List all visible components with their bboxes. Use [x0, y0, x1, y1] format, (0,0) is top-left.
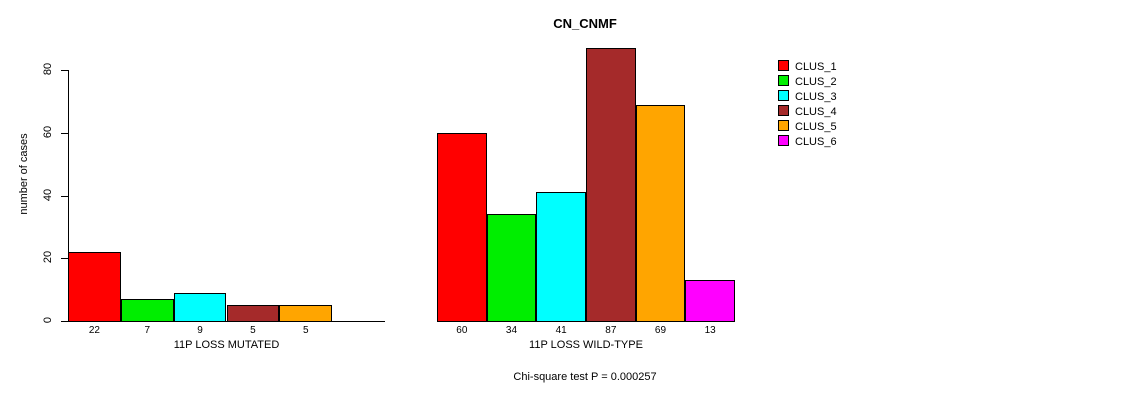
y-axis-tick [61, 195, 68, 197]
bar [486, 214, 537, 322]
bar [536, 192, 586, 322]
legend-color-swatch [778, 120, 789, 131]
y-axis-tick [61, 70, 68, 71]
legend-item: CLUS_5 [778, 118, 837, 133]
bar [635, 104, 686, 322]
legend-item-label: CLUS_1 [795, 61, 837, 73]
bar-count-label: 60 [456, 325, 468, 336]
legend-item: CLUS_1 [778, 58, 837, 73]
bar-count-label: 34 [505, 325, 518, 336]
bar [226, 305, 280, 322]
bar-count-label: 22 [88, 325, 100, 336]
bar-count-label: 9 [197, 325, 203, 336]
bar [586, 48, 636, 322]
legend-color-swatch [778, 105, 789, 116]
legend-item: CLUS_4 [778, 103, 837, 118]
chi-square-annotation: Chi-square test P = 0.000257 [513, 371, 657, 383]
bar [68, 251, 121, 322]
legend-item-label: CLUS_5 [795, 121, 837, 133]
y-axis-tick-label: 80 [42, 62, 54, 76]
y-axis-tick [61, 321, 68, 322]
y-axis-tick [61, 132, 68, 134]
panel-axis-label: 11P LOSS WILD-TYPE [529, 339, 643, 351]
bar [685, 280, 735, 322]
bar-count-label: 69 [654, 325, 667, 336]
chart-title: CN_CNMF [553, 16, 617, 31]
legend-item-label: CLUS_6 [795, 136, 837, 148]
y-axis-title: number of cases [18, 133, 30, 215]
legend-color-swatch [778, 75, 789, 86]
y-axis-tick-label: 20 [42, 251, 54, 264]
legend-color-swatch [778, 60, 789, 71]
legend-item-label: CLUS_3 [795, 91, 837, 103]
bar [120, 299, 174, 322]
bar [437, 132, 487, 322]
legend-color-swatch [778, 90, 789, 101]
y-axis-tick-label: 60 [42, 125, 54, 138]
legend-item-label: CLUS_2 [795, 76, 837, 88]
legend-item: CLUS_6 [778, 133, 837, 148]
y-axis-tick-label: 40 [42, 188, 54, 201]
y-axis-tick-label: 0 [42, 316, 54, 324]
bar-count-label: 5 [302, 325, 309, 336]
bar [279, 305, 333, 322]
legend-item: CLUS_3 [778, 88, 837, 103]
bar-count-label: 87 [605, 325, 617, 336]
chart-legend: CLUS_1 CLUS_2 CLUS_3 CLUS_4 CLUS_5 CLUS_6 [778, 58, 837, 148]
bar-count-label: 7 [144, 325, 151, 336]
legend-color-swatch [778, 135, 789, 146]
y-axis-line [68, 70, 69, 321]
legend-item-label: CLUS_4 [795, 106, 837, 118]
bar-count-label: 41 [555, 325, 567, 336]
y-axis-tick [61, 258, 68, 260]
bar-count-label: 13 [704, 325, 716, 336]
legend-item: CLUS_2 [778, 73, 837, 88]
panel-axis-label: 11P LOSS MUTATED [173, 339, 280, 351]
bar [173, 292, 227, 322]
bar-count-label: 5 [250, 325, 256, 336]
